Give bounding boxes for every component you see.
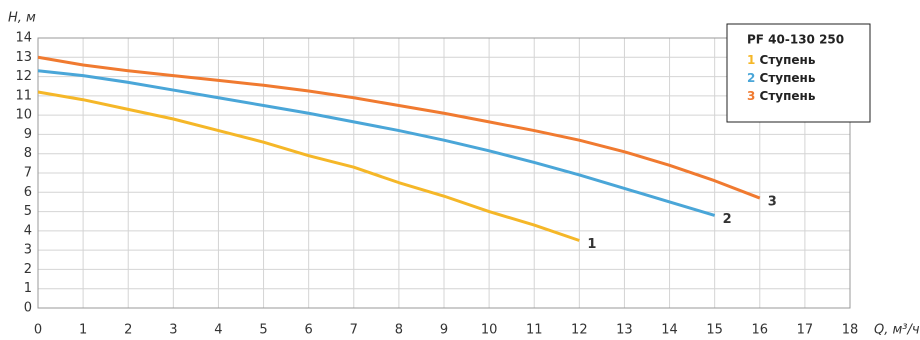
legend-entry: 1 Ступень bbox=[747, 53, 816, 67]
x-tick-label: 17 bbox=[797, 323, 814, 338]
y-tick-label: 4 bbox=[24, 223, 32, 238]
legend-number: 1 bbox=[747, 53, 755, 67]
y-tick-label: 7 bbox=[24, 166, 32, 181]
x-tick-label: 14 bbox=[661, 323, 678, 338]
x-tick-label: 12 bbox=[571, 323, 588, 338]
y-tick-label: 3 bbox=[24, 243, 32, 258]
y-tick-label: 1 bbox=[24, 281, 32, 296]
x-tick-label: 3 bbox=[169, 323, 177, 338]
y-tick-label: 6 bbox=[24, 185, 32, 200]
x-tick-label: 6 bbox=[305, 323, 313, 338]
y-tick-label: 14 bbox=[15, 31, 32, 46]
x-tick-label: 0 bbox=[34, 323, 42, 338]
legend-title: PF 40-130 250 bbox=[747, 33, 844, 47]
y-tick-label: 5 bbox=[24, 204, 32, 219]
x-tick-label: 15 bbox=[706, 323, 723, 338]
curve-end-label: 2 bbox=[723, 212, 732, 227]
y-tick-label: 10 bbox=[15, 108, 32, 123]
x-tick-label: 8 bbox=[395, 323, 403, 338]
x-tick-label: 13 bbox=[616, 323, 633, 338]
legend-entry: 3 Ступень bbox=[747, 89, 816, 103]
x-tick-label: 16 bbox=[752, 323, 769, 338]
y-tick-label: 0 bbox=[24, 301, 32, 316]
x-tick-label: 4 bbox=[214, 323, 222, 338]
curve-end-label: 1 bbox=[587, 237, 596, 252]
legend-box bbox=[726, 23, 871, 123]
curve bbox=[37, 90, 580, 242]
x-tick-label: 7 bbox=[350, 323, 358, 338]
y-axis-label: H, м bbox=[8, 11, 36, 26]
legend-name: Ступень bbox=[760, 89, 816, 103]
y-tick-label: 8 bbox=[24, 146, 32, 161]
legend-name: Ступень bbox=[760, 53, 816, 67]
x-tick-label: 5 bbox=[259, 323, 267, 338]
y-tick-label: 11 bbox=[15, 88, 32, 103]
curve-end-label: 3 bbox=[768, 195, 777, 210]
plot-frame bbox=[37, 37, 851, 309]
y-tick-label: 9 bbox=[24, 127, 32, 142]
y-tick-label: 2 bbox=[24, 262, 32, 277]
legend-name: Ступень bbox=[760, 71, 816, 85]
x-tick-label: 1 bbox=[79, 323, 87, 338]
x-tick-label: 11 bbox=[526, 323, 543, 338]
legend-entry: 2 Ступень bbox=[747, 71, 816, 85]
curve bbox=[37, 55, 761, 200]
legend-number: 3 bbox=[747, 89, 755, 103]
x-tick-label: 18 bbox=[842, 323, 859, 338]
legend-number: 2 bbox=[747, 71, 755, 85]
x-tick-label: 2 bbox=[124, 323, 132, 338]
y-tick-label: 12 bbox=[15, 69, 32, 84]
x-tick-label: 9 bbox=[440, 323, 448, 338]
x-axis-label: Q, м³/ч bbox=[874, 323, 920, 338]
x-tick-label: 10 bbox=[481, 323, 498, 338]
curve bbox=[37, 69, 716, 217]
y-tick-label: 13 bbox=[15, 50, 32, 65]
